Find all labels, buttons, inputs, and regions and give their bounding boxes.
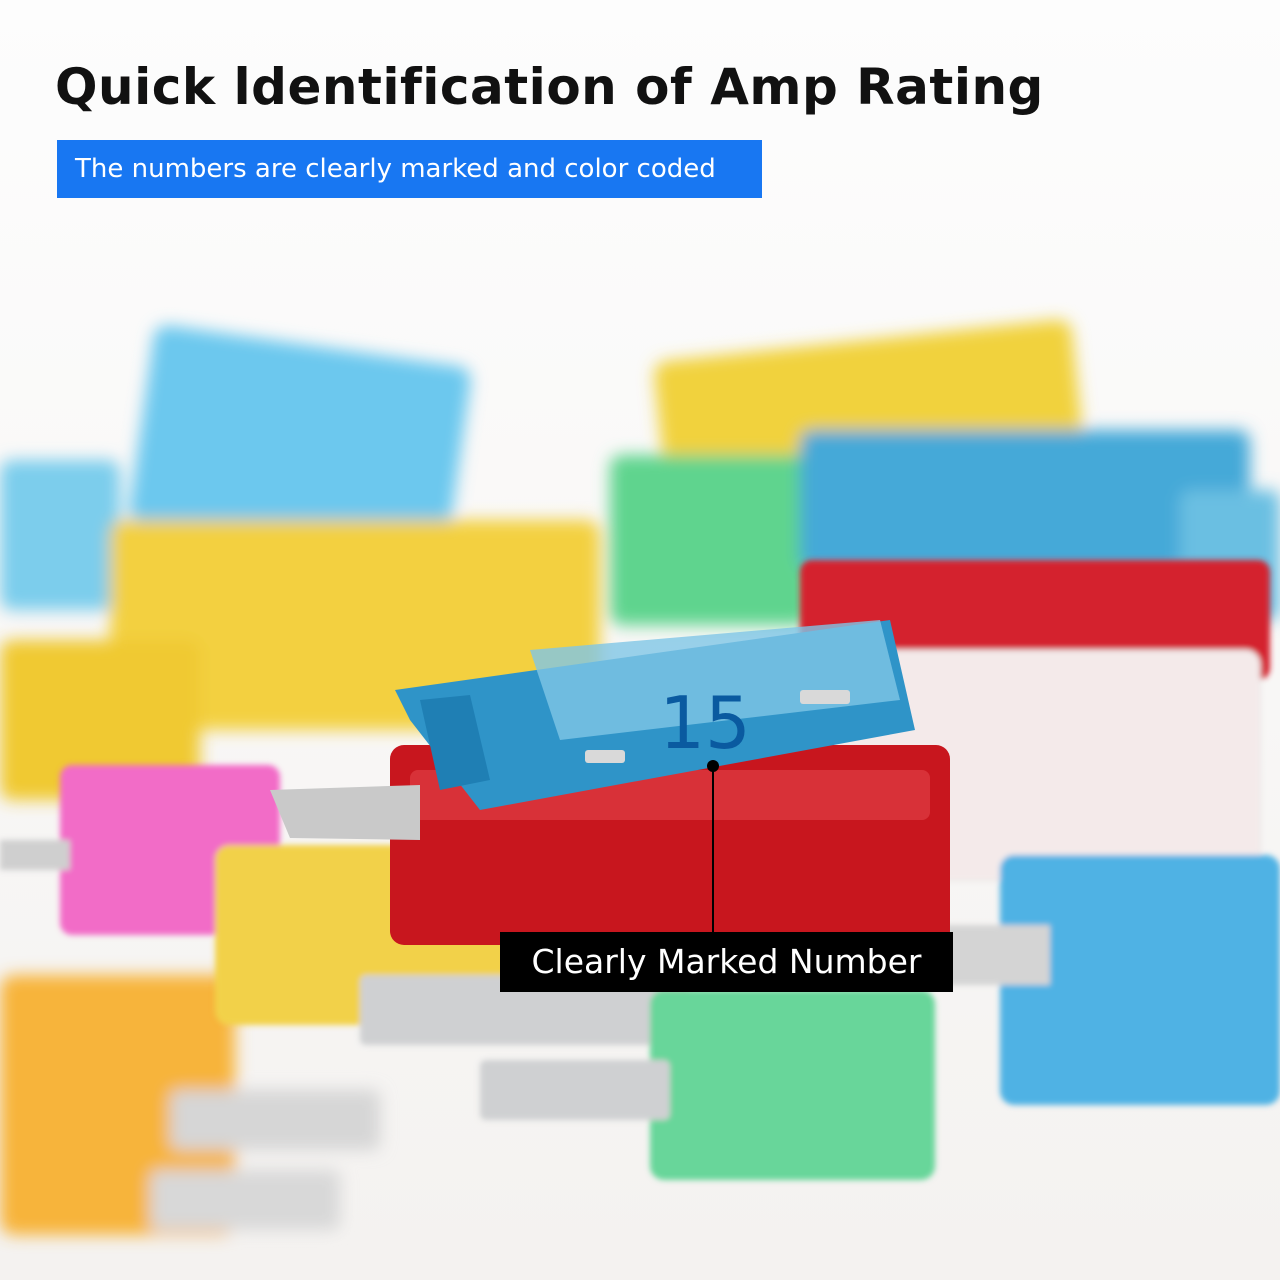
- fuse-label: 15: [659, 681, 751, 765]
- callout-dot: [707, 760, 719, 772]
- callout: Clearly Marked Number: [500, 932, 953, 992]
- title: Quick ldentification of Amp Rating: [55, 58, 1044, 116]
- subtitle: The numbers are clearly marked and color…: [57, 140, 762, 198]
